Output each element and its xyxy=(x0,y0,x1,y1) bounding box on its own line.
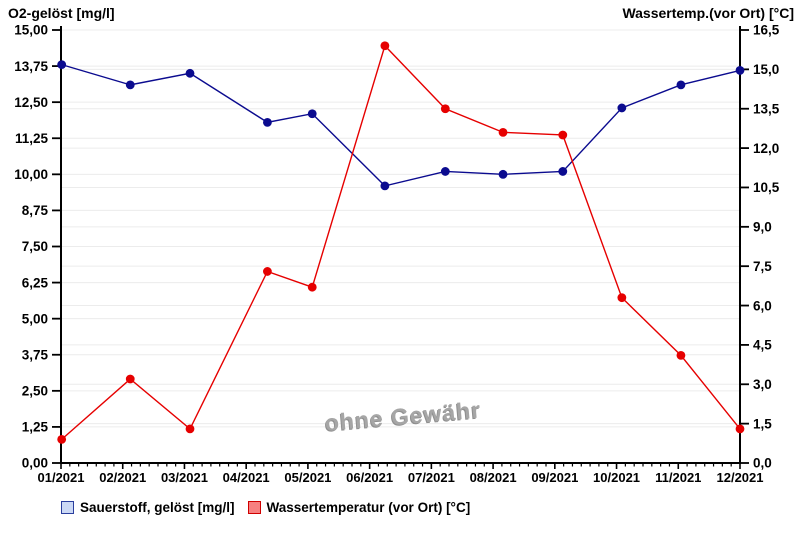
legend: Sauerstoff, gelöst [mg/l] Wassertemperat… xyxy=(61,500,483,515)
left-axis-tick-label: 2,50 xyxy=(22,384,48,399)
legend-item-oxygen[interactable]: Sauerstoff, gelöst [mg/l] xyxy=(61,500,235,515)
data-point-oxygen-06/2021[interactable] xyxy=(380,181,390,191)
data-point-watertemp-10/2021[interactable] xyxy=(617,293,627,303)
right-axis-tick-label: 9,0 xyxy=(753,220,772,235)
left-axis-tick-label: 3,75 xyxy=(22,347,49,362)
x-axis-tick-label: 09/2021 xyxy=(531,470,578,485)
right-axis-tick-label: 12,0 xyxy=(753,141,779,156)
data-point-watertemp-03/2021[interactable] xyxy=(185,424,195,434)
legend-swatch-oxygen-icon xyxy=(61,501,74,514)
x-axis-tick-label: 03/2021 xyxy=(161,470,208,485)
right-axis-tick-label: 0,0 xyxy=(753,456,772,471)
right-axis-tick-label: 7,5 xyxy=(753,259,772,274)
data-point-watertemp-08/2021[interactable] xyxy=(498,127,508,137)
data-point-oxygen-03/2021[interactable] xyxy=(185,68,195,78)
legend-item-watertemp[interactable]: Wassertemperatur (vor Ort) [°C] xyxy=(247,500,471,515)
right-axis-tick-label: 13,5 xyxy=(753,101,780,116)
data-point-oxygen-11/2021[interactable] xyxy=(676,80,686,90)
data-point-watertemp-06/2021[interactable] xyxy=(380,41,390,51)
x-axis-tick-label: 04/2021 xyxy=(223,470,270,485)
left-axis-tick-label: 7,50 xyxy=(22,239,48,254)
x-axis-tick-label: 06/2021 xyxy=(346,470,393,485)
left-axis-tick-label: 11,25 xyxy=(15,131,49,146)
left-axis-tick-label: 8,75 xyxy=(22,203,49,218)
right-axis-tick-label: 1,5 xyxy=(753,416,772,431)
right-axis-tick-label: 3,0 xyxy=(753,377,772,392)
data-point-watertemp-12/2021[interactable] xyxy=(735,424,745,434)
left-axis-tick-label: 13,75 xyxy=(14,59,48,74)
data-point-oxygen-04/2021[interactable] xyxy=(263,117,272,127)
x-axis-tick-label: 07/2021 xyxy=(408,470,455,485)
legend-label-watertemp: Wassertemperatur (vor Ort) [°C] xyxy=(266,500,471,515)
left-axis-title: O2-gelöst [mg/l] xyxy=(8,5,115,21)
left-axis-tick-label: 15,00 xyxy=(14,23,48,38)
data-point-watertemp-05/2021[interactable] xyxy=(307,282,317,292)
data-point-oxygen-07/2021[interactable] xyxy=(440,167,450,176)
series-line-oxygen xyxy=(61,63,741,187)
x-axis-tick-label: 08/2021 xyxy=(470,470,517,485)
left-axis-tick-label: 1,25 xyxy=(22,420,49,435)
data-point-watertemp-07/2021[interactable] xyxy=(440,104,450,114)
data-point-oxygen-12/2021[interactable] xyxy=(735,66,745,75)
legend-label-oxygen: Sauerstoff, gelöst [mg/l] xyxy=(80,500,235,515)
right-axis-tick-label: 6,0 xyxy=(753,298,772,313)
left-axis-tick-label: 0,00 xyxy=(22,456,48,471)
data-point-oxygen-02/2021[interactable] xyxy=(125,80,135,90)
left-axis-tick-label: 5,00 xyxy=(22,311,48,326)
data-point-oxygen-05/2021[interactable] xyxy=(307,109,317,119)
x-axis-tick-label: 01/2021 xyxy=(38,470,85,485)
data-point-watertemp-02/2021[interactable] xyxy=(125,374,135,384)
right-axis-tick-label: 16,5 xyxy=(753,23,780,38)
data-point-watertemp-01/2021[interactable] xyxy=(57,434,67,444)
data-point-oxygen-09/2021[interactable] xyxy=(558,167,568,176)
legend-swatch-watertemp-icon xyxy=(247,501,261,514)
x-axis-tick-label: 10/2021 xyxy=(593,470,640,485)
right-axis-tick-label: 4,5 xyxy=(753,338,772,353)
right-axis-tick-label: 15,0 xyxy=(753,62,779,77)
data-point-oxygen-01/2021[interactable] xyxy=(57,60,67,70)
data-point-oxygen-08/2021[interactable] xyxy=(498,169,508,179)
data-point-watertemp-04/2021[interactable] xyxy=(263,267,272,276)
series-line-watertemp xyxy=(61,44,741,440)
data-point-watertemp-11/2021[interactable] xyxy=(676,351,686,360)
x-axis-tick-label: 12/2021 xyxy=(717,470,764,485)
right-axis-tick-label: 10,5 xyxy=(753,180,780,195)
data-point-watertemp-09/2021[interactable] xyxy=(558,130,568,140)
x-axis-tick-label: 11/2021 xyxy=(655,470,701,485)
left-axis-tick-label: 12,50 xyxy=(14,95,48,110)
left-axis-tick-label: 10,00 xyxy=(14,167,48,182)
left-axis-tick-label: 6,25 xyxy=(22,275,49,290)
x-axis-tick-label: 05/2021 xyxy=(284,470,331,485)
right-axis-title: Wassertemp.(vor Ort) [°C] xyxy=(622,5,794,21)
data-point-oxygen-10/2021[interactable] xyxy=(617,103,627,113)
x-axis-tick-label: 02/2021 xyxy=(99,470,146,485)
